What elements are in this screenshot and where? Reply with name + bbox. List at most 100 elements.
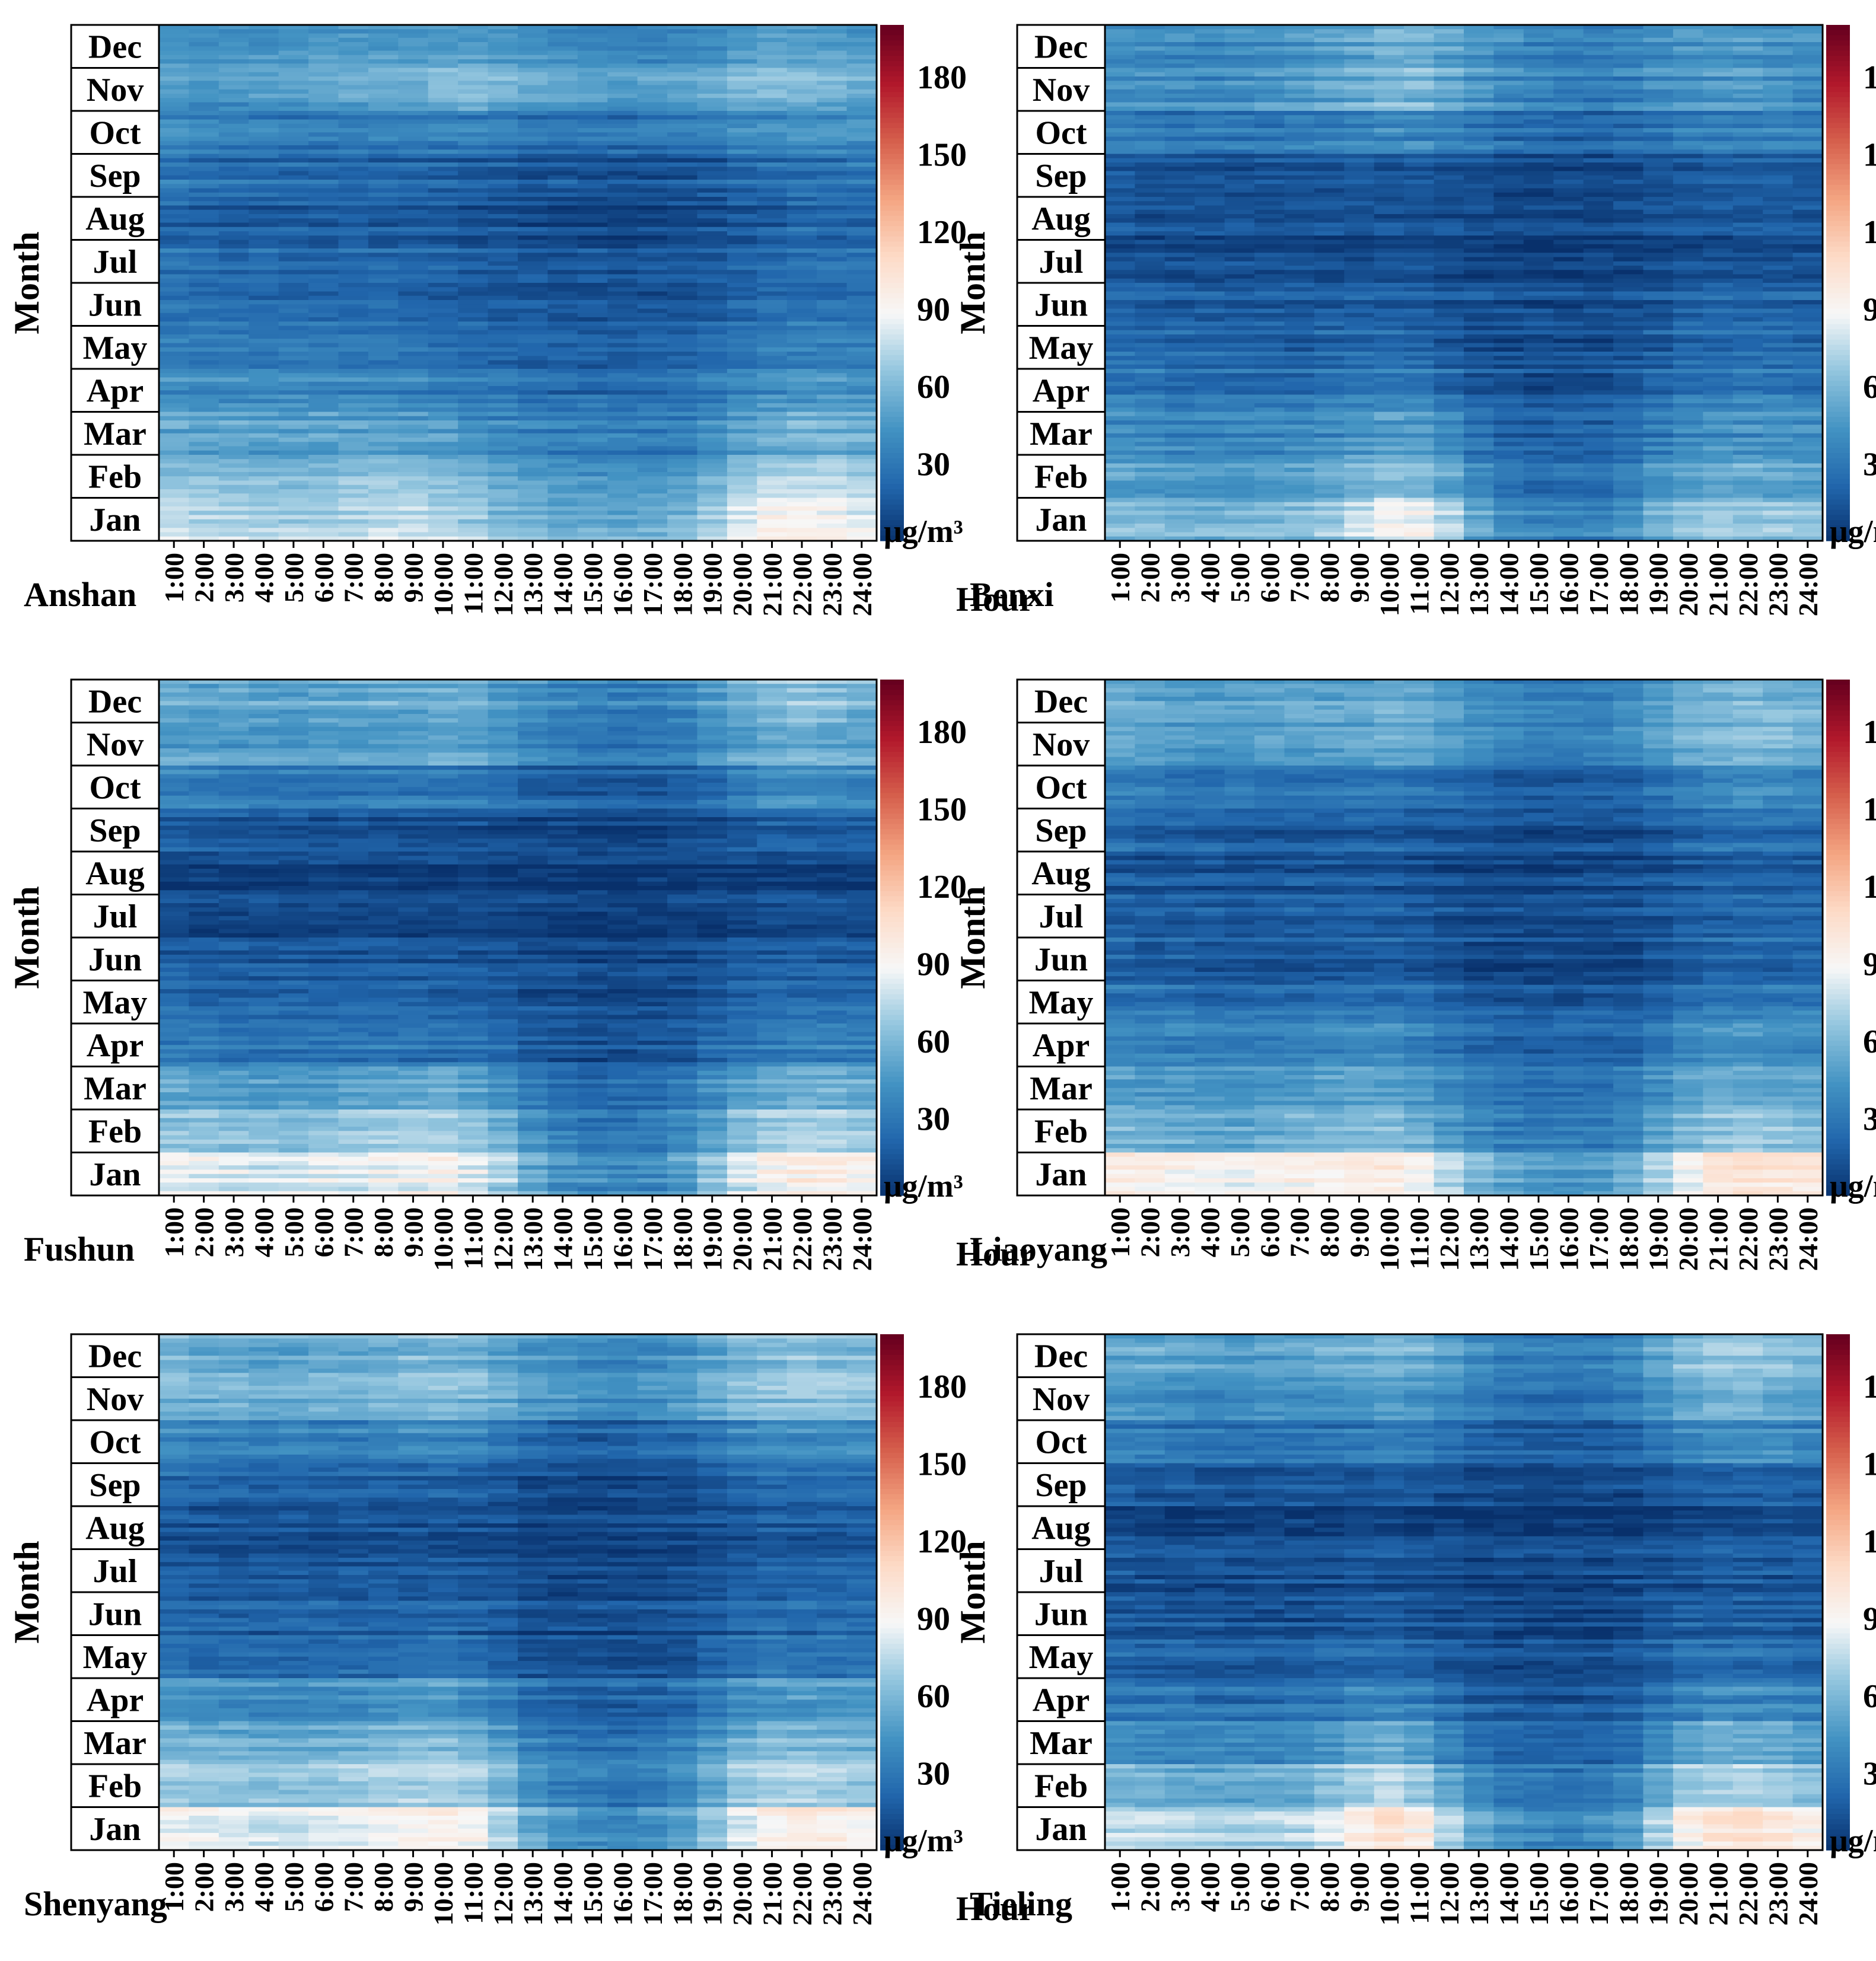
heatmap-cell — [189, 300, 219, 305]
heatmap-cell — [786, 438, 817, 442]
heatmap-cell — [577, 175, 608, 180]
heatmap-cell — [846, 201, 877, 206]
heatmap-cell — [159, 68, 190, 73]
heatmap-cell — [1792, 167, 1823, 172]
heatmap-cell — [518, 149, 549, 155]
heatmap-cell — [1583, 270, 1614, 275]
heatmap-cell — [1732, 334, 1763, 339]
heatmap-cell — [1703, 343, 1734, 348]
heatmap-cell — [1284, 25, 1315, 30]
heatmap-cell — [1404, 180, 1435, 184]
heatmap-cell — [1344, 300, 1375, 305]
heatmap-cell — [817, 274, 848, 279]
heatmap-cell — [1613, 162, 1644, 167]
heatmap-cell — [518, 274, 549, 279]
heatmap-cell — [1344, 115, 1375, 120]
heatmap-cell — [1493, 313, 1524, 318]
heatmap-cell — [1613, 218, 1644, 224]
heatmap-cell — [368, 115, 399, 120]
heatmap-cell — [338, 209, 369, 215]
heatmap-cell — [547, 455, 578, 460]
heatmap-cell — [1344, 171, 1375, 176]
heatmap-cell — [1732, 321, 1763, 327]
heatmap-cell — [159, 524, 190, 528]
heatmap-cell — [1164, 330, 1195, 335]
heatmap-cell — [1135, 356, 1165, 361]
heatmap-cell — [1732, 162, 1763, 167]
heatmap-cell — [607, 111, 638, 116]
heatmap-cell — [458, 266, 489, 270]
heatmap-cell — [249, 511, 279, 516]
hour-label: 23:00 — [817, 553, 847, 616]
heatmap-cell — [697, 313, 728, 318]
heatmap-cell — [1732, 188, 1763, 193]
heatmap-cell — [368, 433, 399, 438]
heatmap-cell — [1434, 347, 1464, 352]
heatmap-cell — [637, 72, 668, 77]
heatmap-cell — [1673, 115, 1703, 120]
heatmap-cell — [697, 472, 728, 477]
heatmap-cell — [1404, 63, 1435, 69]
heatmap-cell — [1195, 321, 1225, 327]
heatmap-cell — [1164, 149, 1195, 155]
heatmap-cell — [308, 218, 339, 224]
heatmap-cell — [278, 106, 309, 111]
heatmap-cell — [727, 356, 757, 361]
heatmap-cell — [488, 162, 518, 167]
heatmap-cell — [488, 33, 518, 39]
heatmap-cell — [637, 506, 668, 511]
heatmap-cell — [218, 29, 249, 34]
heatmap-cell — [1195, 317, 1225, 322]
heatmap-cell — [727, 46, 757, 52]
heatmap-cell — [278, 373, 309, 378]
heatmap-cell — [1164, 283, 1195, 288]
heatmap-cell — [1613, 42, 1644, 47]
heatmap-cell — [189, 484, 219, 490]
heatmap-cell — [1374, 145, 1404, 150]
heatmap-cell — [1523, 201, 1554, 206]
heatmap-cell — [757, 46, 788, 52]
heatmap-cell — [1553, 313, 1584, 318]
heatmap-cell — [488, 326, 518, 331]
heatmap-cell — [1703, 98, 1734, 103]
heatmap-cell — [518, 455, 549, 460]
heatmap-cell — [1553, 197, 1584, 202]
heatmap-cell — [1254, 81, 1285, 86]
heatmap-cell — [368, 180, 399, 184]
heatmap-cell — [189, 205, 219, 211]
heatmap-cell — [1464, 149, 1495, 155]
heatmap-cell — [368, 175, 399, 180]
heatmap-cell — [786, 106, 817, 111]
heatmap-cell — [757, 519, 788, 524]
heatmap-cell — [428, 102, 458, 107]
heatmap-cell — [218, 489, 249, 494]
heatmap-cell — [1553, 201, 1584, 206]
heatmap-cell — [189, 266, 219, 270]
heatmap-cell — [1105, 261, 1136, 266]
heatmap-cell — [697, 347, 728, 352]
heatmap-cell — [159, 476, 190, 482]
heatmap-cell — [1763, 132, 1794, 138]
heatmap-cell — [697, 476, 728, 482]
heatmap-cell — [1374, 171, 1404, 176]
heatmap-cell — [368, 446, 399, 451]
heatmap-cell — [786, 343, 817, 348]
heatmap-cell — [308, 356, 339, 361]
heatmap-cell — [159, 407, 190, 413]
heatmap-cell — [159, 381, 190, 387]
heatmap-cell — [1314, 240, 1345, 245]
heatmap-cell — [547, 502, 578, 507]
heatmap-cell — [1404, 231, 1435, 236]
heatmap-cell — [1404, 291, 1435, 296]
heatmap-cell — [368, 489, 399, 494]
heatmap-cell — [428, 50, 458, 56]
heatmap-cell — [1703, 180, 1734, 184]
heatmap-cell — [817, 123, 848, 129]
heatmap-cell — [159, 162, 190, 167]
heatmap-cell — [607, 197, 638, 202]
heatmap-cell — [189, 352, 219, 356]
heatmap-cell — [637, 326, 668, 331]
heatmap-cell — [697, 231, 728, 236]
heatmap-cell — [607, 442, 638, 447]
heatmap-cell — [428, 158, 458, 163]
